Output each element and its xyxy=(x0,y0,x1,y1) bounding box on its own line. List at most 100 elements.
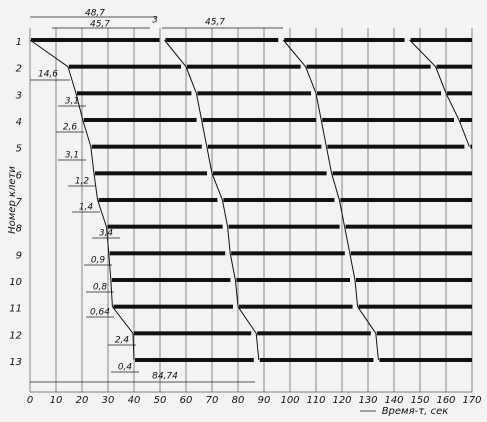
stand-bar xyxy=(31,38,160,42)
y-tick-label: 2 xyxy=(16,64,22,75)
y-tick-label: 4 xyxy=(16,117,22,128)
dimension-label: 0,9 xyxy=(91,256,106,266)
dimension-label: 45,7 xyxy=(205,18,225,28)
x-tick-label: 40 xyxy=(128,395,141,406)
x-tick-label: 90 xyxy=(258,395,271,406)
stand-bar xyxy=(306,64,431,69)
stand-bar xyxy=(223,198,335,202)
dimension-label: 0,8 xyxy=(93,283,108,293)
y-tick-label: 3 xyxy=(16,90,22,101)
stand-bar xyxy=(322,118,454,122)
x-tick-label: 160 xyxy=(436,395,455,406)
stand-bar xyxy=(358,304,472,309)
stand-bar xyxy=(107,224,223,229)
stand-bar xyxy=(447,91,472,96)
stand-bar xyxy=(77,91,192,96)
x-tick-label: 10 xyxy=(50,395,63,406)
stand-bar xyxy=(356,278,472,282)
x-tick-label: 130 xyxy=(358,395,377,406)
stand-bar xyxy=(350,251,472,256)
dimension-label: 14,6 xyxy=(38,70,58,80)
stand-bar xyxy=(68,64,181,69)
stand-bar xyxy=(197,91,311,96)
dimension-label: 48,7 xyxy=(85,9,105,19)
stand-bar xyxy=(327,144,465,149)
stand-bar xyxy=(228,224,340,229)
x-tick-label: 0 xyxy=(27,395,33,406)
y-tick-label: 13 xyxy=(9,357,22,368)
stand-bar xyxy=(111,278,231,282)
pass-line xyxy=(282,39,379,361)
x-tick-label: 120 xyxy=(332,395,351,406)
dimension-label: 3,1 xyxy=(65,151,79,161)
x-tick-label: 150 xyxy=(410,395,429,406)
stand-bar xyxy=(83,118,197,122)
stand-bar xyxy=(133,331,252,336)
y-tick-label: 6 xyxy=(16,170,22,181)
y-tick-label: 11 xyxy=(9,304,22,315)
stand-bar xyxy=(109,251,226,256)
stand-bar xyxy=(187,64,301,69)
stand-bar xyxy=(231,251,345,256)
stand-bar xyxy=(470,144,472,149)
dimension-label: 3,4 xyxy=(99,229,114,239)
x-tick-label: 140 xyxy=(384,395,403,406)
stand-bar xyxy=(257,331,371,336)
x-tick-label: 170 xyxy=(462,395,481,406)
y-tick-label: 7 xyxy=(16,197,23,208)
stand-bar xyxy=(340,198,472,202)
stand-bar xyxy=(317,91,441,96)
stand-bar xyxy=(239,304,353,309)
x-tick-label: 20 xyxy=(76,395,89,406)
x-tick-label: 30 xyxy=(102,395,115,406)
pass-line xyxy=(29,39,135,361)
x-tick-label: 100 xyxy=(280,395,299,406)
dimension-label: 0,4 xyxy=(118,363,133,373)
stand-bar xyxy=(410,38,472,42)
x-tick-label: 60 xyxy=(180,395,193,406)
dimension-label: 0,64 xyxy=(90,308,110,318)
dimension-label: 3,1 xyxy=(65,97,79,107)
stand-bar xyxy=(436,64,472,69)
stand-bar xyxy=(379,358,472,362)
stand-bar xyxy=(135,358,254,362)
dimension-label: 1,4 xyxy=(79,203,94,213)
x-tick-label: 70 xyxy=(206,395,219,406)
stand-bar xyxy=(345,224,472,229)
stand-bar xyxy=(236,278,350,282)
x-axis-label: Время-τ, сек xyxy=(382,406,449,417)
pass-line xyxy=(164,39,260,361)
y-tick-label: 5 xyxy=(16,144,22,155)
x-tick-label: 110 xyxy=(306,395,325,406)
stand-bar xyxy=(165,38,279,42)
dimension-label: 45,7 xyxy=(90,20,110,30)
y-tick-label: 12 xyxy=(9,330,22,341)
stand-bar xyxy=(259,358,374,362)
x-tick-label: 50 xyxy=(154,395,167,406)
y-tick-label: 8 xyxy=(16,224,22,235)
stand-bar xyxy=(113,304,233,309)
stand-bar xyxy=(460,118,472,122)
dimension-label: 2,6 xyxy=(63,123,78,133)
stand-bar xyxy=(202,118,317,122)
stand-bar xyxy=(376,331,472,336)
stand-bar xyxy=(284,38,405,42)
stand-bar xyxy=(94,171,207,176)
stand-bar xyxy=(332,171,472,176)
x-tick-label: 80 xyxy=(232,395,245,406)
dimension-label: 1,2 xyxy=(75,177,90,187)
dimension-label: 2,4 xyxy=(115,336,130,346)
stand-bar xyxy=(98,198,218,202)
y-axis-label: Номер клети xyxy=(7,166,18,234)
y-tick-label: 9 xyxy=(16,250,22,261)
dimension-label: 84,74 xyxy=(152,372,178,382)
stand-bar xyxy=(91,144,202,149)
y-tick-label: 1 xyxy=(16,37,22,48)
stand-bar xyxy=(213,171,327,176)
dimension-label: 3 xyxy=(152,16,158,26)
stand-bar xyxy=(207,144,322,149)
y-tick-label: 10 xyxy=(9,277,22,288)
pass-line xyxy=(409,39,470,147)
